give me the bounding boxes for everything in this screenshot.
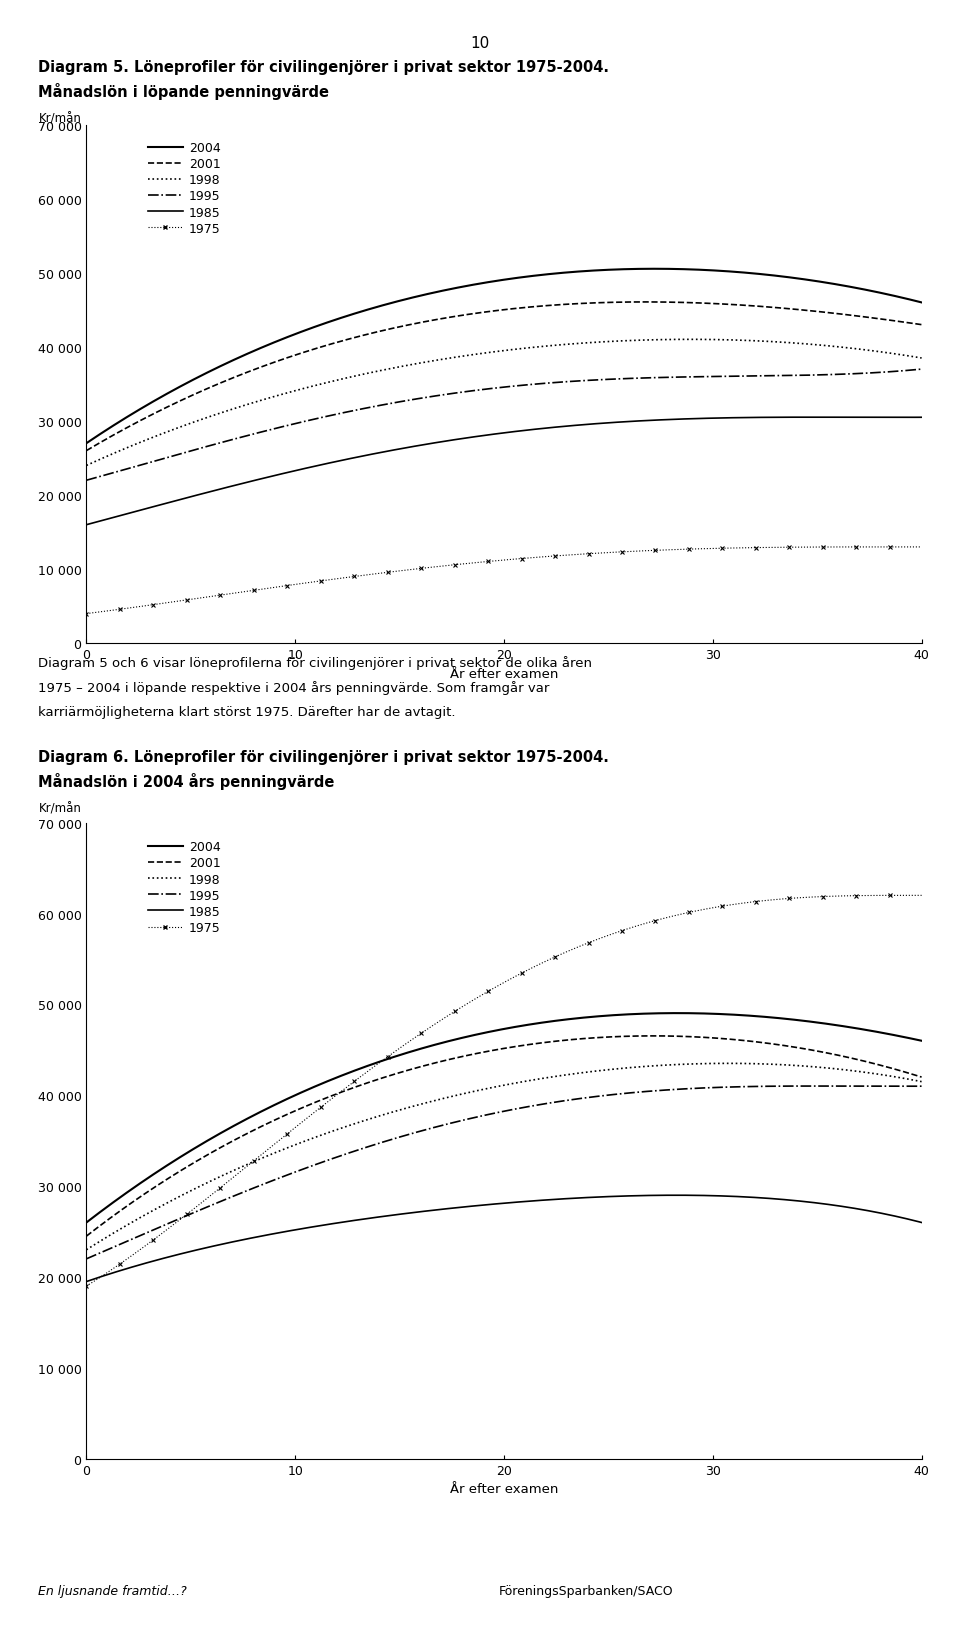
- Text: 10: 10: [470, 36, 490, 51]
- Text: 1975 – 2004 i löpande respektive i 2004 års penningvärde. Som framgår var: 1975 – 2004 i löpande respektive i 2004 …: [38, 681, 550, 694]
- Text: Månadslön i 2004 års penningvärde: Månadslön i 2004 års penningvärde: [38, 773, 335, 789]
- Text: En ljusnande framtid…?: En ljusnande framtid…?: [38, 1584, 187, 1597]
- X-axis label: År efter examen: År efter examen: [450, 667, 558, 680]
- Text: Kr/mån: Kr/mån: [38, 802, 82, 815]
- Text: FöreningsSparbanken/SACO: FöreningsSparbanken/SACO: [499, 1584, 674, 1597]
- Text: karriärmöjligheterna klart störst 1975. Därefter har de avtagit.: karriärmöjligheterna klart störst 1975. …: [38, 706, 456, 719]
- X-axis label: År efter examen: År efter examen: [450, 1482, 558, 1495]
- Text: Diagram 6. Löneprofiler för civilingenjörer i privat sektor 1975-2004.: Diagram 6. Löneprofiler för civilingenjö…: [38, 750, 610, 764]
- Text: Diagram 5. Löneprofiler för civilingenjörer i privat sektor 1975-2004.: Diagram 5. Löneprofiler för civilingenjö…: [38, 60, 610, 75]
- Legend: 2004, 2001, 1998, 1995, 1985, 1975: 2004, 2001, 1998, 1995, 1985, 1975: [143, 836, 226, 939]
- Text: Månadslön i löpande penningvärde: Månadslön i löpande penningvärde: [38, 83, 329, 99]
- Legend: 2004, 2001, 1998, 1995, 1985, 1975: 2004, 2001, 1998, 1995, 1985, 1975: [143, 137, 226, 241]
- Text: Kr/mån: Kr/mån: [38, 112, 82, 126]
- Text: Diagram 5 och 6 visar löneprofilerna för civilingenjörer i privat sektor de olik: Diagram 5 och 6 visar löneprofilerna för…: [38, 655, 592, 670]
